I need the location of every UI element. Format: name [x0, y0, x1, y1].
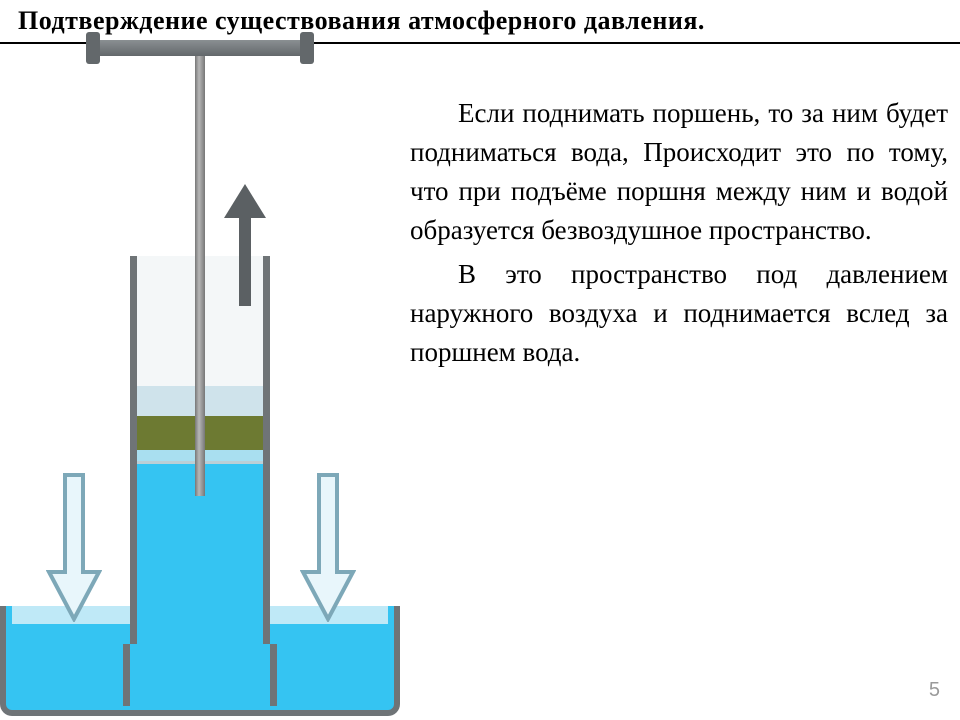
- paragraph-2: В это пространство под давлением наружно…: [410, 255, 948, 372]
- piston-rod: [195, 44, 205, 496]
- main-content: Если поднимать поршень, то за ним будет …: [0, 44, 960, 716]
- apparatus-diagram: [0, 44, 400, 716]
- explanation-text: Если поднимать поршень, то за ним будет …: [400, 44, 960, 716]
- down-arrow-right-icon: [300, 472, 356, 622]
- handle-knob-right: [300, 32, 314, 64]
- piston-handle: [92, 40, 308, 56]
- up-arrow-icon: [224, 184, 266, 218]
- page-number: 5: [929, 679, 940, 702]
- handle-knob-left: [86, 32, 100, 64]
- up-arrow-stem: [239, 214, 251, 306]
- title-bar: Подтверждение существования атмосферного…: [0, 0, 960, 44]
- down-arrow-left-icon: [46, 472, 102, 622]
- foot-water: [130, 644, 270, 706]
- cylinder-submerged-foot: [123, 644, 277, 706]
- paragraph-1: Если поднимать поршень, то за ним будет …: [410, 94, 948, 251]
- page-title: Подтверждение существования атмосферного…: [18, 6, 705, 35]
- diagram-column: [0, 44, 400, 716]
